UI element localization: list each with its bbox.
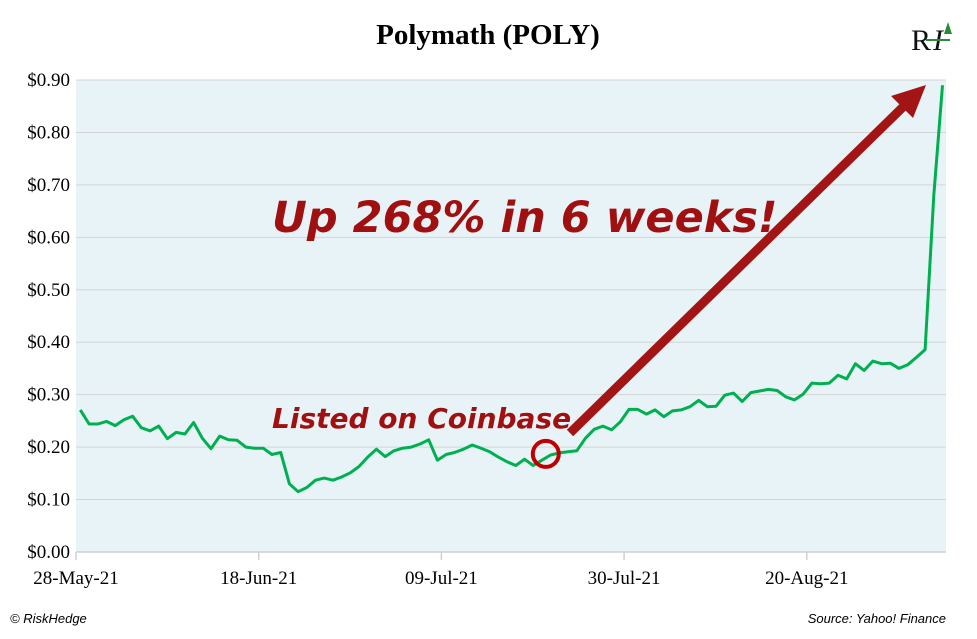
y-tick-label: $0.40 (27, 332, 70, 353)
x-tick-label: 18-Jun-21 (220, 568, 297, 589)
coinbase-annotation: Listed on Coinbase (272, 402, 571, 435)
y-tick-label: $0.90 (27, 70, 70, 91)
y-tick-label: $0.20 (27, 437, 70, 458)
y-axis: $0.00 $0.10 $0.20 $0.30 $0.40 $0.50 $0.60 $0.70… (27, 70, 70, 563)
growth-arrow (566, 85, 926, 437)
plot-area (76, 80, 946, 552)
x-tick-label: 30-Jul-21 (588, 568, 661, 589)
chart-title: Polymath (POLY) (376, 19, 600, 51)
y-tick-label: $0.60 (27, 227, 70, 248)
coinbase-listing-marker (530, 438, 561, 469)
x-tick-label: 28-May-21 (33, 568, 118, 589)
y-tick-label: $0.10 (27, 490, 70, 511)
y-tick-label: $0.30 (27, 385, 70, 406)
svg-text:R: R (911, 24, 931, 57)
series-line-poly (79, 85, 944, 494)
riskhedge-logo: R I (911, 22, 952, 57)
gridlines (76, 79, 946, 501)
y-tick-label: $0.70 (27, 175, 70, 196)
y-tick-label: $0.80 (27, 122, 70, 143)
footer-source: Source: Yahoo! Finance (808, 611, 946, 626)
y-tick-label: $0.50 (27, 280, 70, 301)
x-tick-label: 20-Aug-21 (765, 568, 848, 589)
x-axis: 28-May-21 18-Jun-21 09-Jul-21 30-Jul-21 20-A… (33, 552, 848, 589)
y-tick-label: $0.00 (27, 542, 70, 563)
footer-copyright: © RiskHedge (10, 611, 87, 626)
headline-annotation: Up 268% in 6 weeks! (272, 193, 778, 243)
x-tick-label: 09-Jul-21 (405, 568, 478, 589)
